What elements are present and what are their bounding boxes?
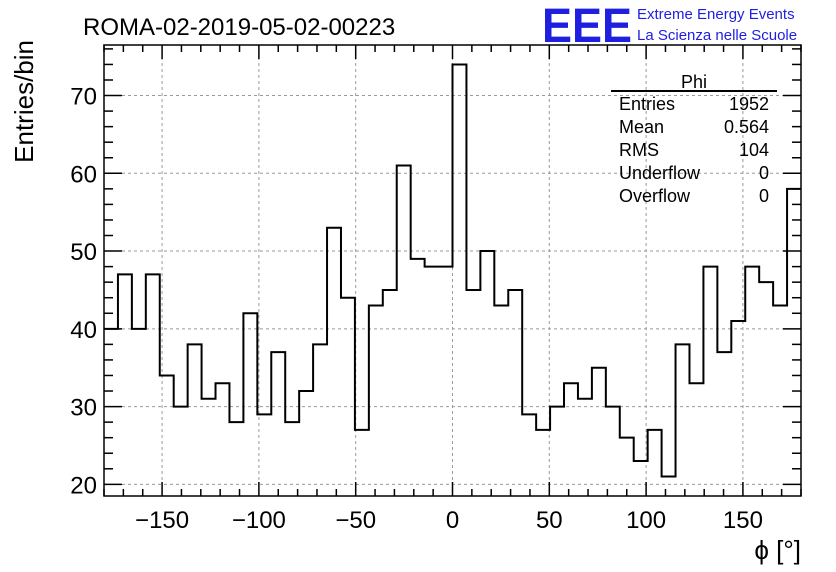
- x-tick-label: 0: [446, 507, 459, 534]
- stats-row-value: 0.564: [724, 117, 769, 137]
- y-tick-label: 40: [70, 317, 97, 344]
- logo-line-1: Extreme Energy Events: [637, 6, 795, 23]
- y-tick-labels: 20 30 40 50 60 70: [70, 84, 97, 500]
- axis-ticks: [103, 45, 802, 496]
- stats-row-value: 0: [759, 186, 769, 206]
- stats-row-label: Overflow: [619, 186, 691, 206]
- chart-title: ROMA-02-2019-05-02-00223: [83, 14, 395, 41]
- x-tick-label: 150: [723, 507, 763, 534]
- y-tick-label: 20: [70, 472, 97, 499]
- x-tick-label: 100: [626, 507, 666, 534]
- stats-rows: Entries 1952 Mean 0.564 RMS 104 Underflow 0 Over…: [619, 94, 769, 206]
- stats-box: Phi Entries 1952 Mean 0.564 RMS 104 Underflow 0…: [611, 72, 777, 206]
- x-axis-label: ϕ [°]: [754, 535, 801, 565]
- logo-line-2: La Scienza nelle Scuole: [637, 27, 797, 44]
- y-tick-label: 50: [70, 239, 97, 266]
- y-tick-label: 70: [70, 84, 97, 111]
- stats-row-label: Mean: [619, 117, 664, 137]
- x-tick-label: −50: [335, 507, 376, 534]
- x-tick-label: 50: [536, 507, 563, 534]
- plot-frame: [103, 44, 802, 497]
- x-tick-labels: −150 −100 −50 0 50 100 150: [135, 507, 763, 534]
- x-tick-label: −100: [232, 507, 286, 534]
- y-tick-label: 60: [70, 161, 97, 188]
- x-tick-label: −150: [135, 507, 189, 534]
- y-axis-label: Entries/bin: [9, 40, 39, 163]
- stats-row-value: 0: [759, 163, 769, 183]
- stats-row-label: Underflow: [619, 163, 701, 183]
- eee-logo-mark: EEE: [542, 0, 632, 53]
- histogram-series: [104, 63, 801, 478]
- y-tick-label: 30: [70, 395, 97, 422]
- eee-logo: EEE Extreme Energy Events La Scienza nel…: [542, 0, 797, 53]
- stats-row-label: RMS: [619, 140, 659, 160]
- stats-row-value: 104: [739, 140, 769, 160]
- stats-row-value: 1952: [729, 94, 769, 114]
- stats-row-label: Entries: [619, 94, 675, 114]
- stats-box-title: Phi: [681, 72, 707, 92]
